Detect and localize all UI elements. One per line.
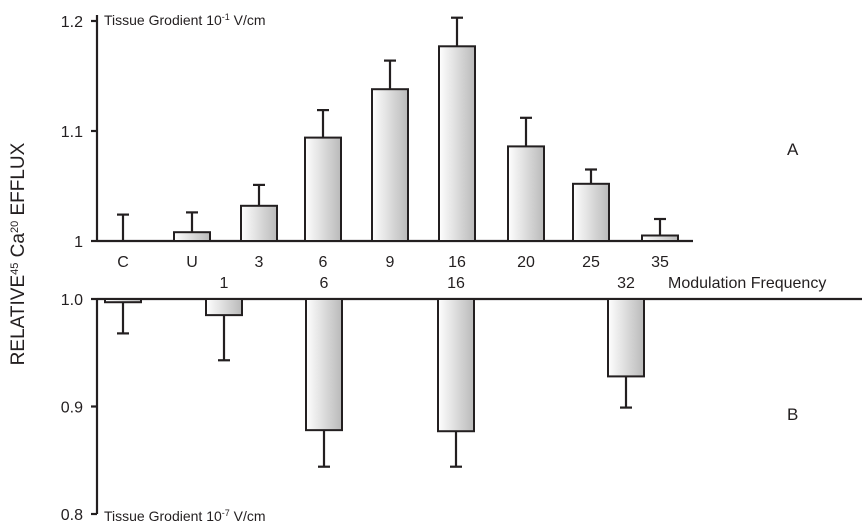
panel-a-x-tick-label: U — [186, 254, 198, 271]
panel-b-y-tick-label: 0.8 — [61, 507, 83, 524]
panel-a-x-tick-label: 3 — [255, 254, 264, 271]
panel-b-y-tick-label: 1.0 — [61, 292, 83, 309]
panel-a-bar — [572, 182, 610, 243]
panel-a-bar — [371, 88, 409, 242]
panel-a-x-tick-label: C — [117, 254, 129, 271]
modulation-frequency-label: Modulation Frequency — [668, 275, 826, 292]
y-label-efflux: EFFLUX — [8, 142, 29, 220]
panel-a-y-tick-label: 1.2 — [61, 14, 83, 31]
panel-b-y-tick-label: 0.9 — [61, 400, 83, 417]
panel-a-letter: A — [787, 140, 799, 159]
panel-a-y-tick-label: 1 — [74, 234, 83, 251]
panel-a-x-tick-label: 16 — [448, 254, 466, 271]
y-axis-label: RELATIVE45 Ca20 EFFLUX — [8, 142, 29, 365]
panel-b-x-tick-label: 16 — [447, 275, 465, 292]
panel-a-x-tick-label: 9 — [386, 254, 395, 271]
panel-b-bar — [205, 298, 243, 317]
panel-b-bar — [437, 298, 475, 433]
y-label-ca: Ca — [8, 233, 29, 263]
panel-a-y-tick-label: 1.1 — [61, 124, 83, 141]
y-label-relative: RELATIVE — [8, 275, 29, 365]
panel-a-bar — [240, 204, 278, 243]
panel-b-x-tick-label: 6 — [320, 275, 329, 292]
panel-b-x-tick-label: 32 — [617, 275, 635, 292]
panel-a-bar — [438, 45, 476, 242]
panel-a-x-tick-label: 25 — [582, 254, 600, 271]
panel-b-bar — [104, 298, 142, 304]
panel-a-x-tick-label: 6 — [319, 254, 328, 271]
panel-a-bar — [507, 145, 545, 242]
panel-b-plot: 0.80.91.01 6 16 32 — [61, 275, 862, 524]
panel-a-x-tick-label: 20 — [517, 254, 535, 271]
panel-a-plot: 1 1.1 1.2 C U 3 6 9 16 20 25 35 — [61, 14, 693, 271]
panel-b-letter: B — [787, 405, 798, 424]
panel-b-annotation: Tissue Grodient 10-7 V/cm — [104, 508, 266, 524]
panel-a-x-tick-label: 35 — [651, 254, 669, 271]
y-label-sup-20: 20 — [9, 221, 21, 233]
panel-a-bar — [173, 231, 211, 242]
panel-a-bar — [304, 136, 342, 243]
panel-b-x-tick-label: 1 — [220, 275, 229, 292]
panel-b-bar — [305, 298, 343, 432]
y-label-sup-45: 45 — [9, 263, 21, 275]
panel-a-annotation: Tissue Grodient 10-1 V/cm — [104, 12, 266, 28]
panel-b-bar — [607, 298, 645, 378]
panel-a-bar — [641, 234, 679, 242]
